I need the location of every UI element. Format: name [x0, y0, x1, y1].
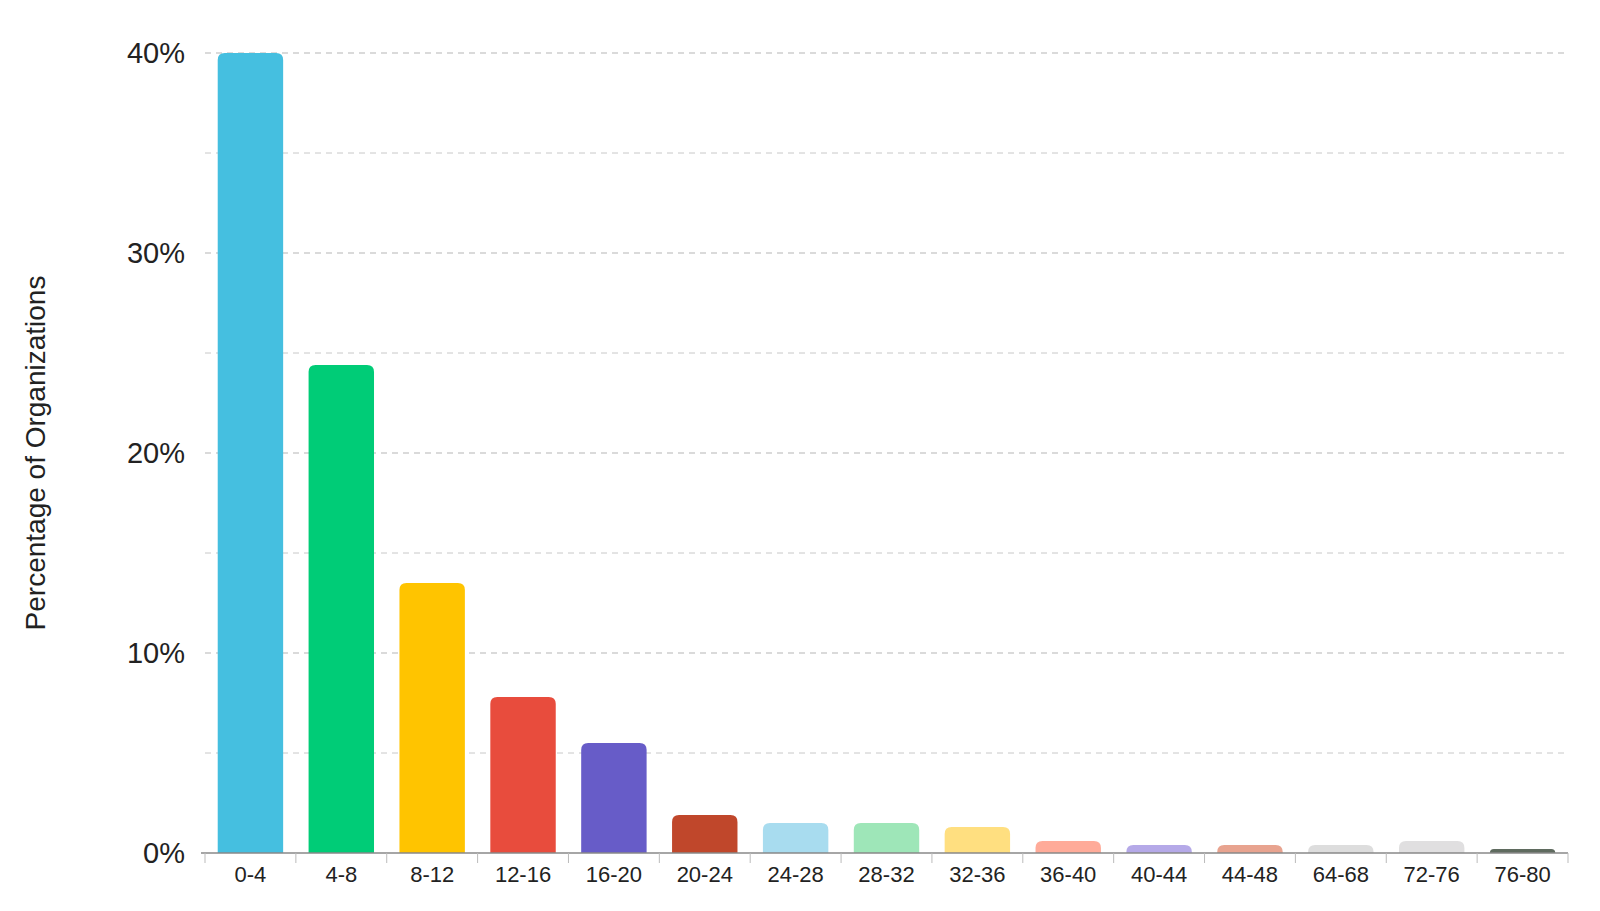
minor-grid-line: [205, 353, 1568, 354]
x-tick: [1295, 853, 1296, 863]
bar: [672, 815, 737, 853]
x-tick: [1113, 853, 1114, 863]
x-tick-label: 40-44: [1131, 862, 1187, 887]
x-tick-label: 36-40: [1040, 862, 1096, 887]
x-tick: [205, 853, 206, 863]
x-tick: [568, 853, 569, 863]
chart: 0% 10% 20% 30% 40% Percentage of Organization…: [0, 0, 1600, 911]
bar: [1217, 845, 1282, 853]
x-tick: [659, 853, 660, 863]
x-tick-label: 12-16: [495, 862, 551, 887]
bar: [1308, 845, 1373, 853]
x-tick-label: 44-48: [1222, 862, 1278, 887]
x-tick-label: 8-12: [410, 862, 454, 887]
y-axis-label: Percentage of Organizations: [20, 276, 51, 631]
bar: [581, 743, 646, 853]
x-tick-label: 76-80: [1494, 862, 1550, 887]
bar: [490, 697, 555, 853]
x-tick-label: 28-32: [858, 862, 914, 887]
x-tick-label: 72-76: [1404, 862, 1460, 887]
grid-line: [205, 453, 1568, 454]
bar: [1399, 841, 1464, 853]
bar: [1036, 841, 1101, 853]
grid-line: [205, 53, 1568, 54]
x-tick: [295, 853, 296, 863]
y-tick-label: 20%: [127, 437, 185, 469]
y-tick-label: 10%: [127, 637, 185, 669]
x-tick-label: 32-36: [949, 862, 1005, 887]
bar: [399, 583, 464, 853]
bar: [763, 823, 828, 853]
y-tick-label: 0%: [143, 837, 185, 869]
x-tick: [1568, 853, 1569, 863]
minor-grid-line: [205, 153, 1568, 154]
bars: [218, 53, 1556, 853]
x-tick-label: 16-20: [586, 862, 642, 887]
x-tick-label: 4-8: [325, 862, 357, 887]
x-tick: [1386, 853, 1387, 863]
x-tick-label: 64-68: [1313, 862, 1369, 887]
x-tick: [931, 853, 932, 863]
x-tick-label: 20-24: [677, 862, 733, 887]
y-tick-label: 40%: [127, 37, 185, 69]
x-tick: [1022, 853, 1023, 863]
chart-container: 0% 10% 20% 30% 40% Percentage of Organization…: [0, 0, 1600, 911]
x-tick-label: 0-4: [235, 862, 267, 887]
bar: [854, 823, 919, 853]
minor-grid-line: [205, 553, 1568, 554]
bar: [218, 53, 283, 853]
x-tick: [1204, 853, 1205, 863]
bar: [309, 365, 374, 853]
y-tick-label: 30%: [127, 237, 185, 269]
grid-line: [205, 253, 1568, 254]
bar: [945, 827, 1010, 853]
bar: [1126, 845, 1191, 853]
x-tick-label: 24-28: [767, 862, 823, 887]
x-axis-line: [201, 852, 1568, 854]
x-tick: [841, 853, 842, 863]
x-tick: [750, 853, 751, 863]
x-tick: [477, 853, 478, 863]
x-tick: [1477, 853, 1478, 863]
x-tick: [386, 853, 387, 863]
